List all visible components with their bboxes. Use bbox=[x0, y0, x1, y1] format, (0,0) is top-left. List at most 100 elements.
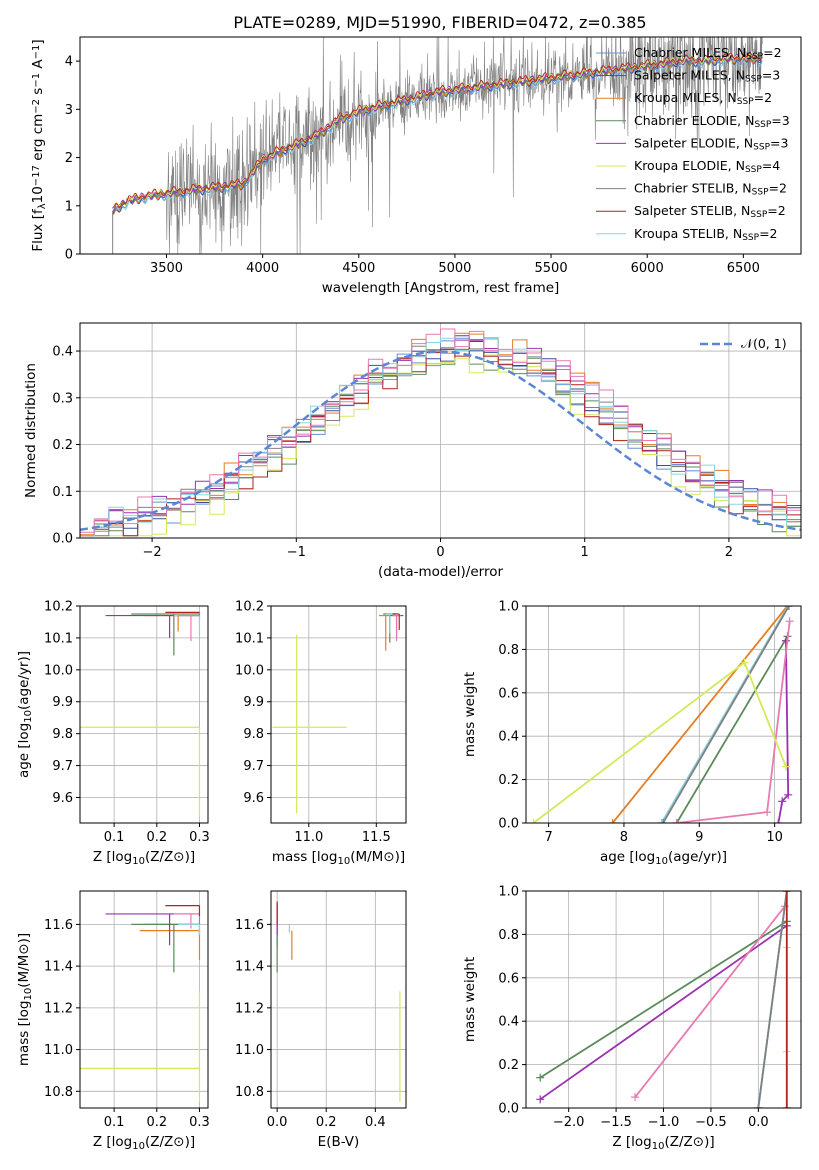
weight-line-kroupa-elodie bbox=[532, 660, 787, 823]
hist-chabrier-elodie bbox=[80, 349, 801, 537]
legend-label: Kroupa STELIB, NSSP=2 bbox=[634, 226, 778, 243]
x-tick-label: 0.1 bbox=[104, 1115, 125, 1130]
x-tick-label: −0.5 bbox=[695, 1115, 727, 1130]
residual-legend: 𝒩(0, 1) bbox=[700, 336, 787, 351]
weight_vs_age-frame: 7 8 9 10 0.0 0.2 0.4 0.6 0.8 1.0 age [log10(age/yr… bbox=[462, 600, 802, 867]
errorbar-point bbox=[131, 923, 200, 973]
y-tick-label: 9.7 bbox=[243, 759, 264, 774]
age_vs_Z-grid bbox=[80, 605, 208, 823]
legend-label: Salpeter ELODIE, NSSP=3 bbox=[634, 135, 788, 152]
y-tick-label: 0 bbox=[65, 248, 73, 263]
mass_vs_EBV-axes bbox=[271, 891, 406, 1108]
y-tick-label: 4 bbox=[65, 55, 73, 70]
age_vs_mass-frame: 11.0 11.5 9.6 9.7 9.8 9.9 10.0 10.1 10.2 mass [lo… bbox=[235, 600, 407, 867]
x-tick-label: 10 bbox=[766, 830, 783, 845]
weight-line-salpeter-elodie bbox=[539, 924, 788, 1101]
x-axis-label: mass [log10(M/M⊙)] bbox=[272, 849, 405, 867]
y-axis-label: Flux [fλ10−17 erg cm−2 s−1 A−1] bbox=[30, 39, 48, 251]
x-tick-label: 0.2 bbox=[146, 1115, 167, 1130]
x-tick-label: 5500 bbox=[535, 261, 568, 276]
legend-label: Chabrier STELIB, NSSP=2 bbox=[634, 181, 787, 198]
weight-line-chabrier-stelib bbox=[662, 606, 790, 823]
weight-marker bbox=[536, 1073, 545, 1082]
x-tick-label: 0.2 bbox=[146, 830, 167, 845]
y-tick-label: 0.6 bbox=[498, 971, 519, 986]
weight_vs_age-axes bbox=[526, 605, 801, 824]
hist-kroupa-elodie bbox=[80, 354, 801, 537]
weight-marker bbox=[785, 617, 794, 626]
y-tick-label: 1.0 bbox=[498, 885, 519, 900]
axes-frame bbox=[79, 890, 209, 1109]
y-tick-label: 0.0 bbox=[498, 1102, 519, 1117]
weight-line-chabrier-elodie bbox=[539, 920, 788, 1079]
model-spectrum-salpeter-stelib bbox=[112, 52, 763, 209]
hist-salpeter-stelib bbox=[80, 341, 801, 537]
y-tick-label: 9.9 bbox=[52, 695, 73, 710]
weight-marker bbox=[672, 819, 681, 823]
y-axis-label: age [log10(age/yr)] bbox=[16, 651, 34, 778]
age_vs_Z-axes bbox=[80, 605, 208, 823]
x-tick-label: 0 bbox=[436, 545, 444, 560]
weight-marker bbox=[740, 658, 749, 667]
model-spectrum-kroupa-elodie bbox=[112, 52, 763, 210]
weight-marker bbox=[657, 819, 666, 823]
y-axis-label: mass [log10(M/M⊙)] bbox=[16, 933, 34, 1066]
weight-marker bbox=[754, 1104, 763, 1108]
x-tick-label: 9 bbox=[695, 830, 703, 845]
legend-label: Salpeter STELIB, NSSP=2 bbox=[634, 203, 786, 220]
age_vs_mass-axes bbox=[271, 605, 406, 823]
axes-frame bbox=[79, 605, 209, 824]
observed-spectrum bbox=[112, 37, 763, 254]
weight-marker bbox=[659, 819, 668, 823]
mass_vs_Z-axes bbox=[80, 891, 208, 1108]
spectrum-legend: Chabrier MILES, NSSP=2 Salpeter MILES, NS… bbox=[596, 45, 790, 243]
x-tick-label: 8 bbox=[620, 830, 628, 845]
legend-label: Chabrier ELODIE, NSSP=3 bbox=[634, 113, 790, 130]
axes-frame bbox=[79, 36, 802, 255]
x-tick-label: 7 bbox=[544, 830, 552, 845]
x-tick-label: −1.5 bbox=[600, 1115, 632, 1130]
age_vs_mass-points bbox=[272, 613, 404, 814]
y-tick-label: 9.7 bbox=[52, 759, 73, 774]
y-tick-label: 10.1 bbox=[235, 631, 264, 646]
y-tick-label: 0.0 bbox=[498, 817, 519, 832]
y-tick-label: 0.2 bbox=[498, 773, 519, 788]
hist-chabrier-stelib bbox=[80, 345, 801, 537]
hist-kroupa-stelib bbox=[80, 337, 801, 537]
errorbar-point bbox=[165, 905, 201, 917]
y-axis-label: mass weight bbox=[462, 957, 478, 1042]
errorbar-point bbox=[178, 614, 200, 642]
errorbar-point bbox=[80, 991, 201, 1102]
axes-frame bbox=[270, 605, 407, 824]
x-tick-label: −2 bbox=[143, 545, 162, 560]
weight-marker bbox=[529, 819, 538, 823]
y-axis-label: Normed distribution bbox=[23, 363, 39, 498]
weight-line-chabrier-stelib bbox=[757, 891, 788, 1108]
x-axis-label: Z [log10(Z/Z⊙)] bbox=[93, 849, 195, 867]
y-tick-label: 0.8 bbox=[498, 643, 519, 658]
weight-marker bbox=[763, 808, 772, 817]
x-tick-label: 2 bbox=[725, 545, 733, 560]
y-tick-label: 1.0 bbox=[498, 600, 519, 615]
y-tick-label: 10.0 bbox=[44, 663, 73, 678]
legend-label: Kroupa MILES, NSSP=2 bbox=[634, 90, 772, 107]
weight-marker bbox=[631, 1093, 640, 1102]
y-tick-label: 11.6 bbox=[44, 918, 73, 933]
x-tick-label: 6000 bbox=[631, 261, 664, 276]
weight-marker bbox=[536, 1095, 545, 1104]
hist-pink bbox=[80, 328, 801, 533]
weight-marker bbox=[781, 636, 790, 645]
y-tick-label: 9.6 bbox=[52, 791, 73, 806]
age_vs_mass-grid bbox=[271, 605, 406, 823]
residuals-frame: −2 −1 0 1 2 0.0 0.1 0.2 0.3 0.4 (data-model)/error… bbox=[23, 322, 802, 580]
y-tick-label: 9.6 bbox=[243, 791, 264, 806]
weight-line-kroupa-miles bbox=[611, 606, 789, 823]
hist-salpeter-miles bbox=[80, 335, 801, 537]
mass_vs_Z-grid bbox=[80, 891, 208, 1108]
weight_vs_Z-lines bbox=[536, 891, 791, 1108]
weight-marker bbox=[778, 797, 787, 806]
x-tick-label: 1 bbox=[581, 545, 589, 560]
x-tick-label: 0.3 bbox=[189, 1115, 210, 1130]
errorbar-point bbox=[178, 923, 201, 935]
x-tick-label: 3500 bbox=[150, 261, 183, 276]
